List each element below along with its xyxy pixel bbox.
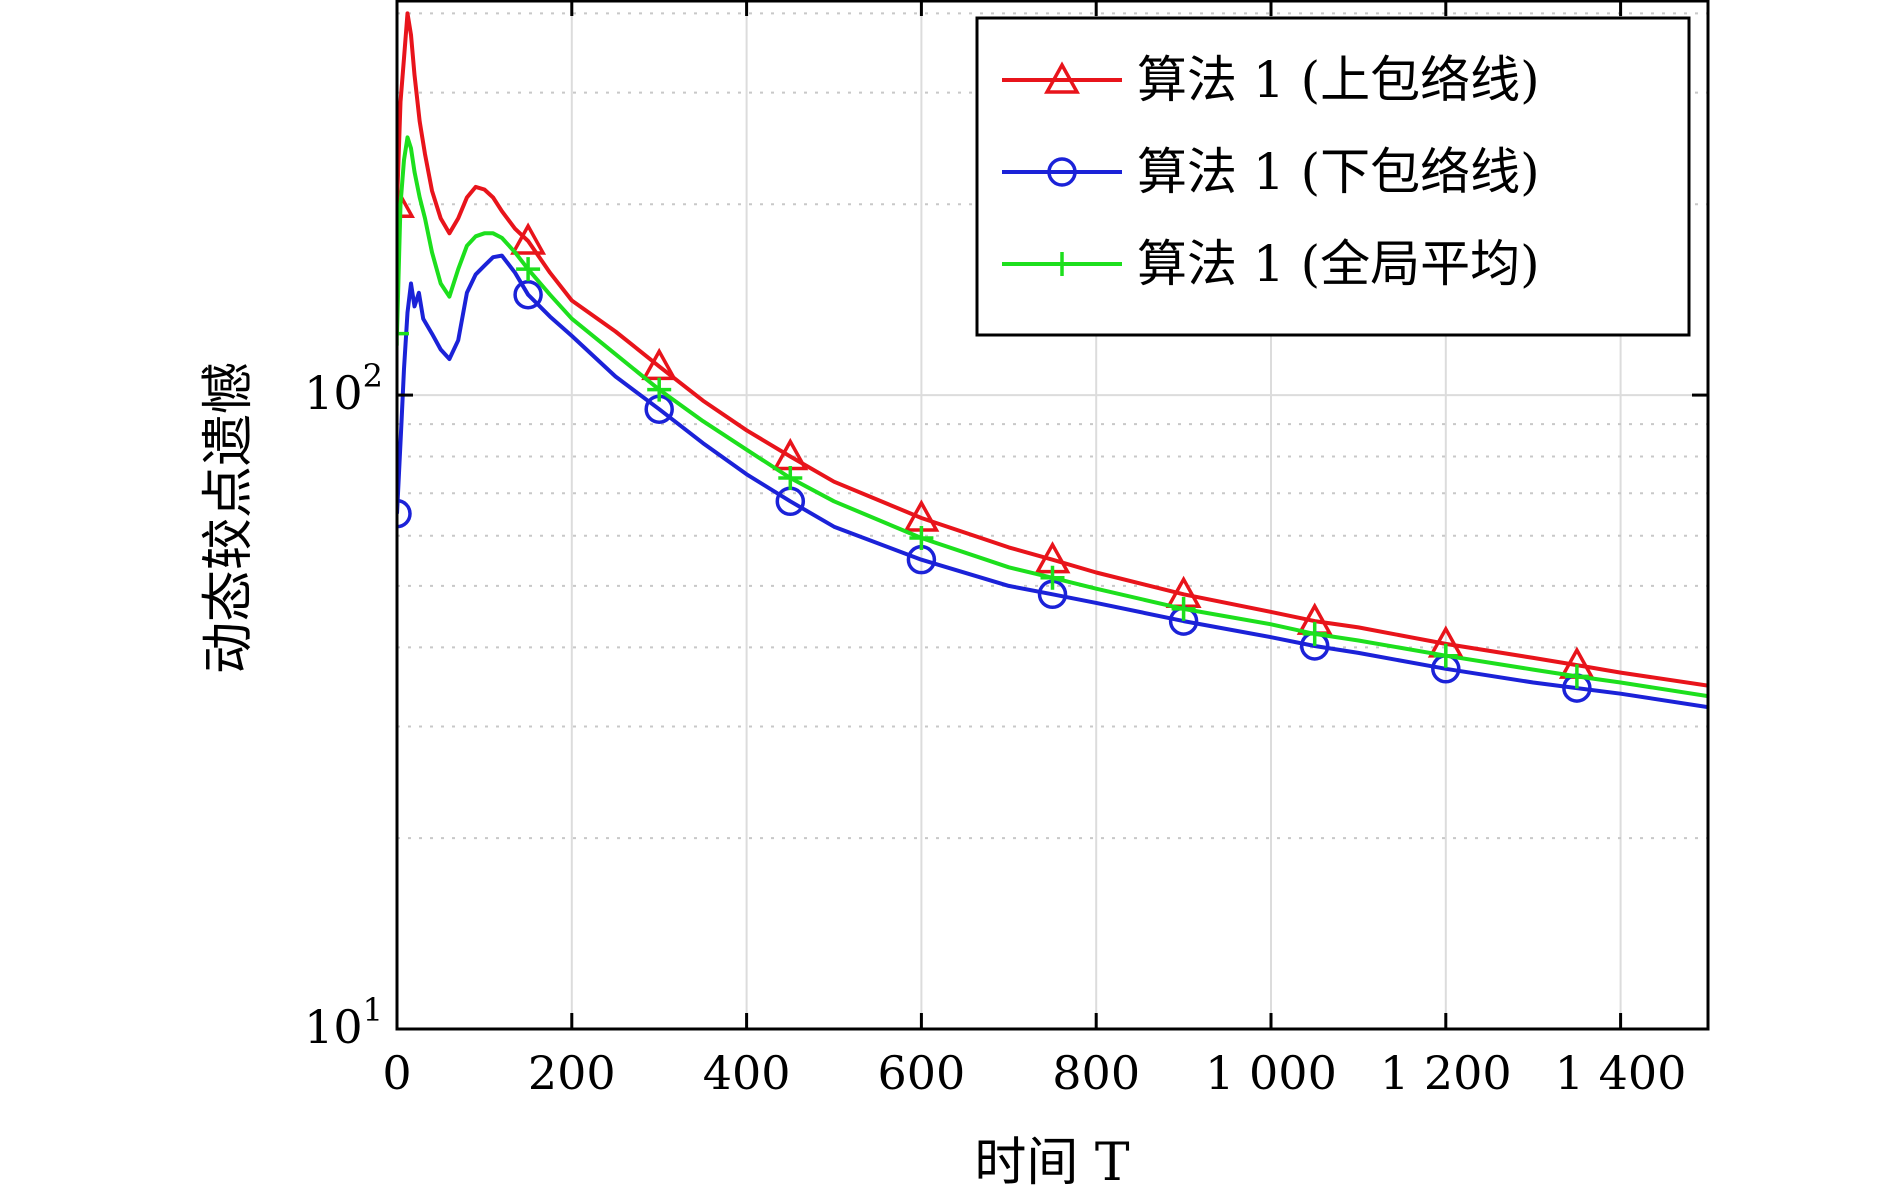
series-line-3: [397, 135, 1708, 699]
legend-label-1: 算法 1 (上包络线): [1137, 51, 1540, 109]
legend-label-2: 算法 1 (下包络线): [1137, 143, 1540, 201]
y-axis-label: 动态较点遗憾: [199, 362, 259, 674]
legend: 算法 1 (上包络线) 算法 1 (下包络线) 算法 1 (全局平均): [975, 16, 1691, 337]
x-tick-label: 1 200: [1380, 1046, 1512, 1100]
plot-frame: [395, 0, 1710, 1031]
series-3-marker: [909, 526, 934, 551]
series-2-marker: [513, 279, 543, 310]
series-3-marker: [1433, 643, 1458, 668]
series-group: [397, 11, 1708, 710]
series-3-marker: [516, 257, 541, 282]
x-tick-label: 1 000: [1205, 1046, 1337, 1100]
legend-box: [975, 16, 1691, 337]
axes: [395, 0, 1710, 1031]
legend-marker-1: [1044, 61, 1080, 94]
x-tick-label: 1 400: [1555, 1046, 1687, 1100]
series-1-marker: [510, 222, 547, 255]
series-3-marker: [1171, 596, 1196, 621]
series-3-marker: [397, 321, 409, 346]
y-tick-label: 101: [304, 991, 383, 1054]
series-2-marker: [397, 498, 412, 529]
legend-label-3: 算法 1 (全局平均): [1137, 235, 1540, 293]
series-3-marker: [647, 377, 672, 402]
series-1-marker: [397, 185, 415, 219]
series-line-2: [397, 253, 1708, 710]
series-3-marker: [1040, 565, 1065, 590]
x-tick-label: 0: [382, 1046, 411, 1100]
x-tick-label: 200: [528, 1046, 616, 1100]
x-tick-label: 600: [877, 1046, 965, 1100]
series-line-1: [397, 11, 1708, 688]
x-axis-label: 时间 T: [974, 1133, 1130, 1193]
legend-marker-3: [1050, 252, 1074, 276]
y-tick-label: 102: [304, 357, 383, 420]
x-tick-label: 400: [703, 1046, 791, 1100]
legend-marker-2: [1047, 157, 1077, 187]
series-3-marker: [778, 465, 803, 490]
series-3-marker: [1302, 621, 1327, 646]
ticks: 0 200 400 600 800 1 000 1 200 1 400 101 102: [304, 0, 1708, 1100]
series-3-marker: [1564, 664, 1589, 689]
x-tick-label: 800: [1052, 1046, 1140, 1100]
